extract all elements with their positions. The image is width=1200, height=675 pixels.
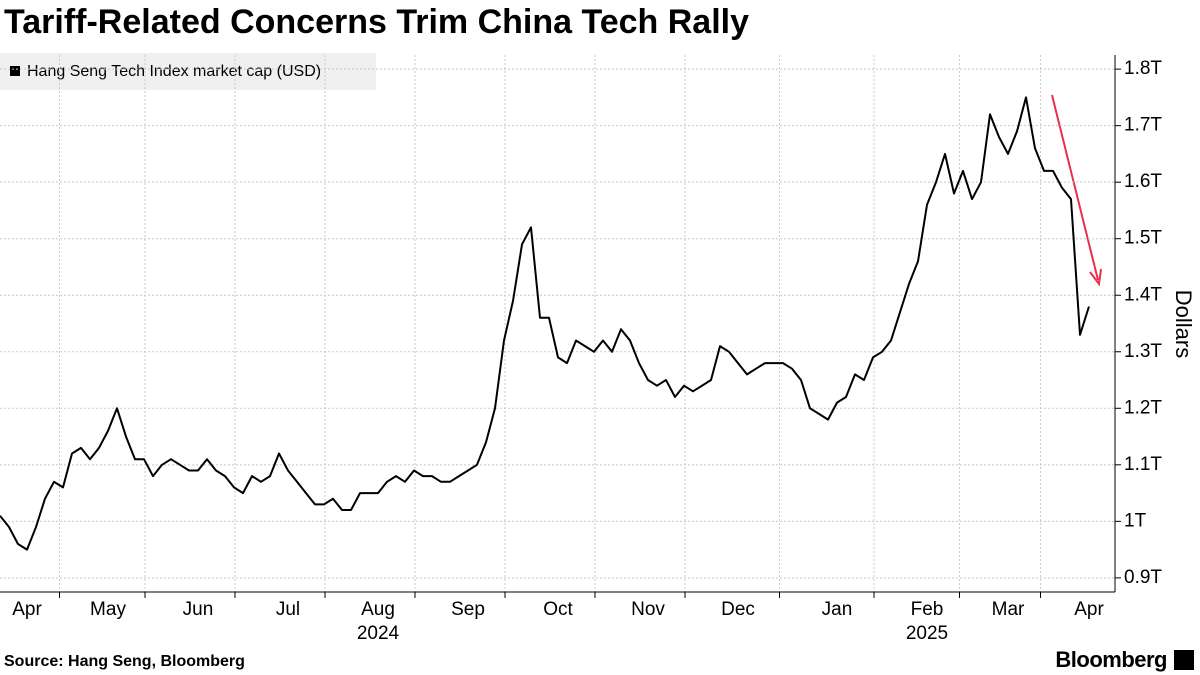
y-axis-label: Dollars <box>1171 290 1196 358</box>
y-tick-label: 1.2T <box>1124 397 1162 418</box>
x-tick-label: Apr <box>12 599 42 620</box>
x-tick-label: Sep <box>451 599 485 620</box>
x-year-label: 2024 <box>357 623 400 644</box>
annotation-arrow <box>1051 94 1099 281</box>
legend-label: Hang Seng Tech Index market cap (USD) <box>27 63 321 80</box>
brand: Bloomberg <box>1055 647 1167 672</box>
y-tick-label: 0.9T <box>1124 567 1162 588</box>
x-tick-label: Jul <box>276 599 300 620</box>
y-tick-label: 1.8T <box>1124 58 1162 79</box>
y-tick-label: 1.6T <box>1124 171 1162 192</box>
brand-icon <box>1174 650 1194 670</box>
series-line <box>0 96 1090 551</box>
y-tick-label: 1T <box>1124 510 1147 531</box>
x-tick-label: Nov <box>631 599 665 620</box>
chart-title: Tariff-Related Concerns Trim China Tech … <box>4 3 749 41</box>
x-tick-label: Jan <box>822 599 853 620</box>
x-tick-label: Dec <box>721 599 755 620</box>
x-tick-label: Aug <box>361 599 395 620</box>
legend-box <box>0 53 376 90</box>
x-tick-label: Mar <box>992 599 1025 620</box>
x-tick-label: May <box>90 599 126 620</box>
x-tick-label: Apr <box>1074 599 1104 620</box>
source: Source: Hang Seng, Bloomberg <box>4 653 245 670</box>
x-tick-label: Feb <box>911 599 944 620</box>
y-tick-label: 1.4T <box>1124 284 1162 305</box>
x-tick-label: Jun <box>183 599 214 620</box>
x-year-label: 2025 <box>906 623 948 644</box>
annotation-arrowhead <box>1089 268 1102 287</box>
legend-swatch <box>10 66 20 76</box>
y-tick-label: 1.7T <box>1124 115 1162 136</box>
x-tick-label: Oct <box>543 599 573 620</box>
y-tick-label: 1.1T <box>1124 454 1162 475</box>
y-tick-label: 1.5T <box>1124 228 1162 249</box>
y-tick-label: 1.3T <box>1124 341 1162 362</box>
